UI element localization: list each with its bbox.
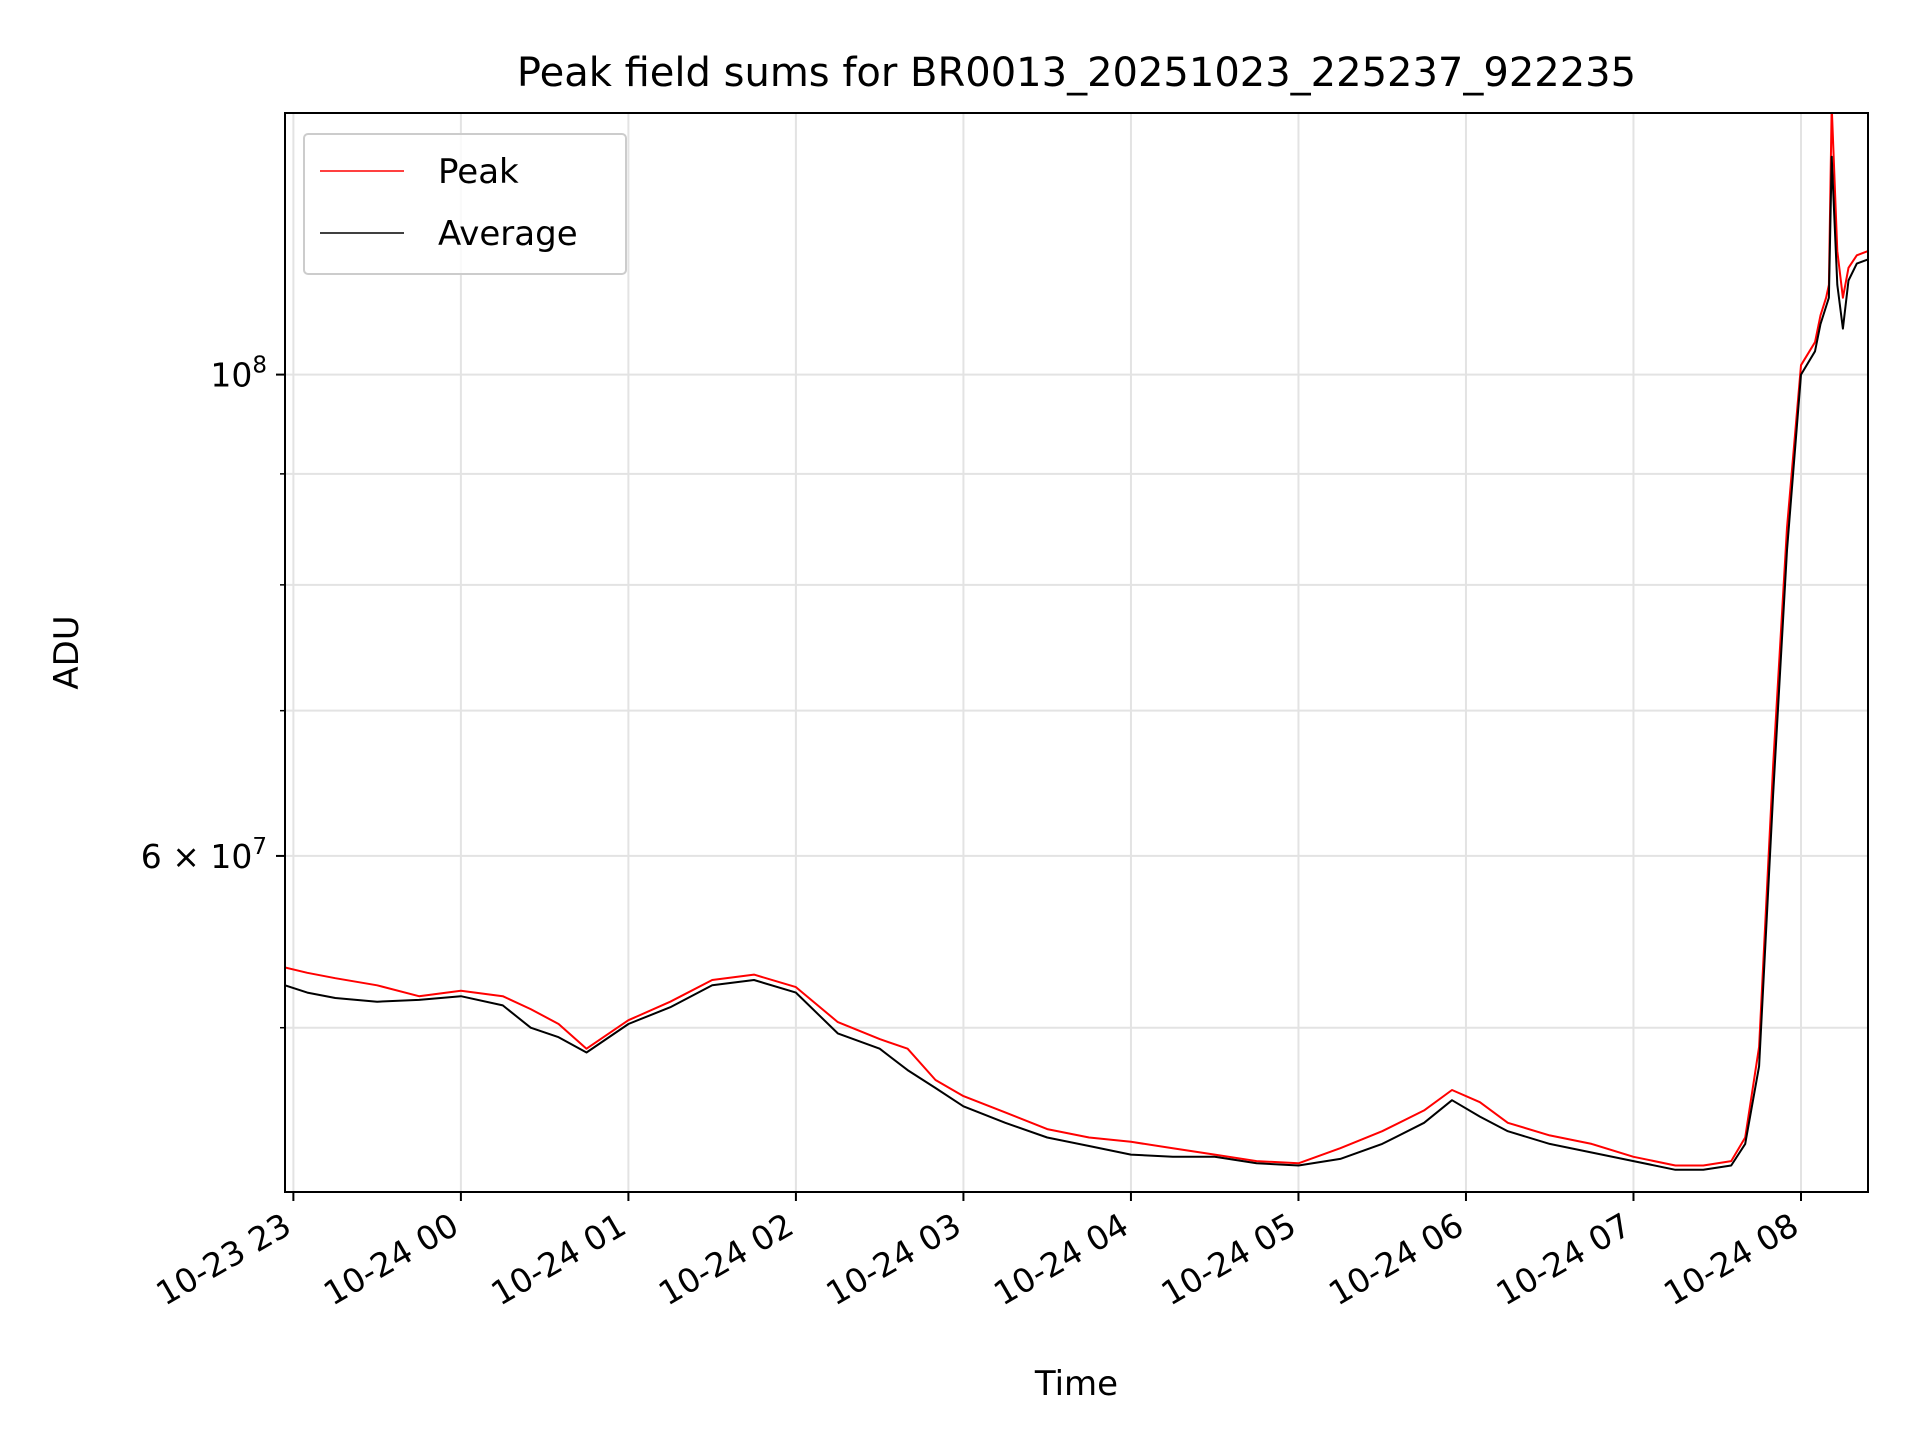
y-axis-label: ADU <box>47 615 87 689</box>
legend-label-average: Average <box>438 214 578 254</box>
y-tick-label: 108 <box>210 353 267 395</box>
legend-box <box>303 133 627 275</box>
grid <box>285 113 1868 1192</box>
series-line-average <box>285 155 1868 1171</box>
y-tick-label: 6 × 107 <box>141 834 267 876</box>
chart-title: Peak field sums for BR0013_20251023_2252… <box>517 50 1636 96</box>
legend-label-peak: Peak <box>438 152 519 192</box>
series-group <box>285 113 1868 1171</box>
x-axis-label: Time <box>1034 1364 1118 1404</box>
series-line-peak <box>285 113 1868 1167</box>
legend: Peak Average <box>303 133 627 275</box>
plot-frame <box>284 112 1869 1193</box>
